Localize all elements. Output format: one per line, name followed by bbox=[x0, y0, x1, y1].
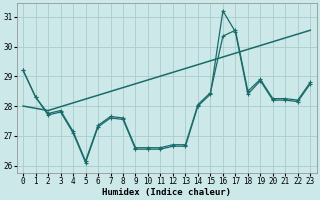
X-axis label: Humidex (Indice chaleur): Humidex (Indice chaleur) bbox=[102, 188, 231, 197]
